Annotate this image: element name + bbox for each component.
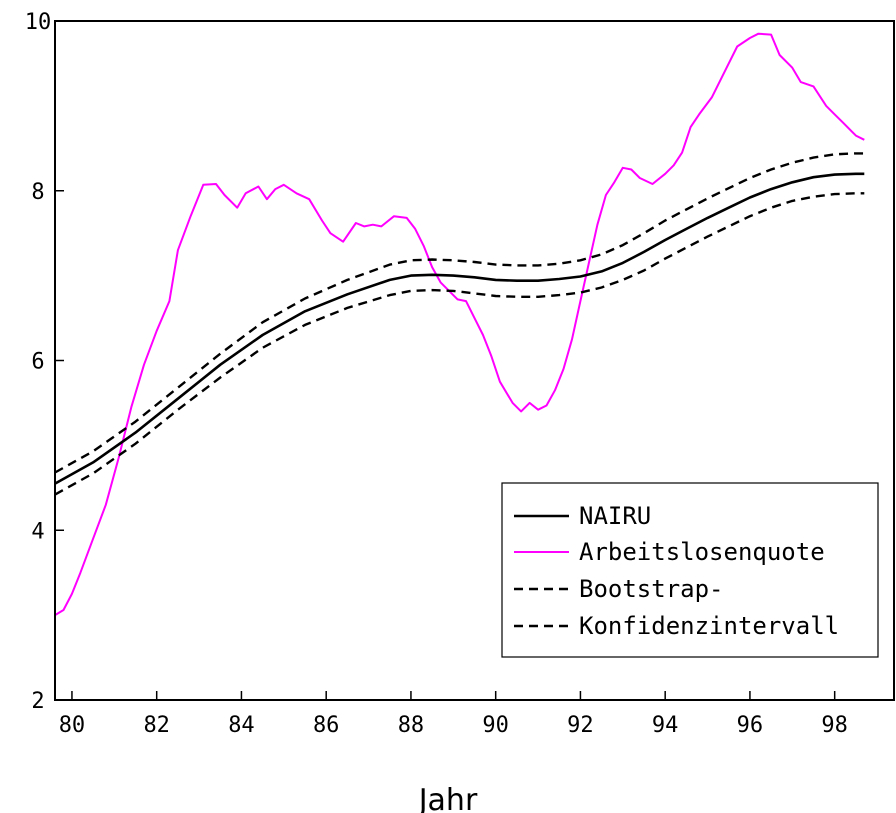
series-line-1 (54, 32, 865, 616)
legend-label-bootstrap: Bootstrap- (579, 575, 724, 603)
y-tick-label: 2 (31, 689, 44, 714)
x-tick-label: 98 (821, 713, 848, 738)
y-tick-label: 4 (31, 519, 44, 544)
x-tick-label: 86 (313, 713, 340, 738)
x-tick-label: 84 (228, 713, 255, 738)
x-tick-label: 92 (567, 713, 594, 738)
legend: NAIRU Arbeitslosenquote Bootstrap- Konfi… (501, 482, 879, 658)
legend-label-arbeitslosenquote: Arbeitslosenquote (579, 538, 825, 566)
x-tick-label: 82 (143, 713, 170, 738)
x-tick-label: 94 (652, 713, 679, 738)
x-axis-label: Jahr (417, 783, 478, 813)
series-line-0 (54, 172, 865, 485)
plot-lines (54, 32, 865, 616)
legend-label-nairu: NAIRU (579, 502, 651, 530)
series-line-3 (54, 192, 865, 496)
axis-ticks: 80 82 84 86 88 90 92 94 96 98 2 4 6 8 10 (25, 10, 848, 738)
series-line-2 (54, 152, 865, 474)
y-tick-label: 6 (31, 350, 44, 375)
x-tick-label: 90 (482, 713, 509, 738)
legend-label-konfidenzintervall: Konfidenzintervall (579, 612, 839, 640)
x-tick-label: 80 (59, 713, 86, 738)
x-tick-label: 88 (398, 713, 425, 738)
x-tick-label: 96 (737, 713, 764, 738)
legend-box (501, 482, 879, 658)
y-tick-label: 10 (25, 10, 52, 35)
y-tick-label: 8 (31, 180, 44, 205)
